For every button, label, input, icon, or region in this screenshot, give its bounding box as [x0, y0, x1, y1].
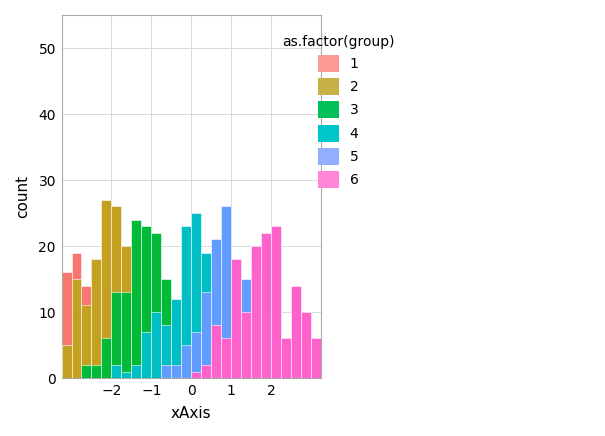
Bar [42, 279, 51, 378]
Bar [42, 371, 51, 378]
Bar [131, 365, 142, 378]
Bar [91, 365, 102, 378]
Bar [111, 312, 122, 378]
Bar [221, 338, 231, 378]
Bar [191, 325, 201, 378]
Bar [31, 371, 42, 378]
Bar [331, 371, 341, 378]
Bar [102, 319, 111, 378]
Bar [261, 371, 271, 378]
Bar [82, 365, 91, 378]
Bar [191, 371, 201, 378]
Bar [162, 365, 171, 378]
Bar [151, 312, 162, 378]
Bar [91, 259, 102, 378]
Bar [241, 279, 251, 378]
Bar [111, 207, 122, 378]
Bar [122, 358, 131, 378]
Bar [102, 200, 111, 378]
Bar [151, 233, 162, 378]
Bar [221, 312, 231, 378]
Bar [71, 253, 82, 378]
Bar [271, 325, 281, 378]
Bar [261, 233, 271, 378]
Bar [142, 332, 151, 378]
Bar [142, 338, 151, 378]
Bar [111, 292, 122, 378]
Bar [241, 312, 251, 378]
Legend: 1, 2, 3, 4, 5, 6: 1, 2, 3, 4, 5, 6 [276, 29, 400, 194]
Bar [62, 272, 71, 378]
Bar [201, 292, 211, 378]
Bar [281, 345, 291, 378]
Y-axis label: count: count [15, 175, 30, 218]
Bar [251, 266, 261, 378]
Bar [231, 325, 241, 378]
Bar [162, 365, 171, 378]
X-axis label: xAxis: xAxis [171, 406, 212, 421]
Bar [131, 319, 142, 378]
Bar [251, 371, 261, 378]
Bar [62, 345, 71, 378]
Bar [182, 226, 191, 378]
Bar [142, 226, 151, 378]
Bar [221, 207, 231, 378]
Bar [171, 306, 181, 378]
Bar [251, 246, 261, 378]
Bar [182, 345, 191, 378]
Bar [151, 352, 162, 378]
Bar [51, 365, 62, 378]
Bar [51, 272, 62, 378]
Bar [231, 259, 241, 378]
Bar [191, 371, 201, 378]
Bar [261, 312, 271, 378]
Bar [271, 226, 281, 378]
Bar [122, 246, 131, 378]
Bar [122, 371, 131, 378]
Bar [182, 319, 191, 378]
Bar [91, 259, 102, 378]
Bar [301, 312, 311, 378]
Bar [162, 325, 171, 378]
Bar [171, 299, 181, 378]
Bar [331, 371, 341, 378]
Bar [201, 253, 211, 378]
Bar [281, 338, 291, 378]
Bar [211, 325, 221, 378]
Bar [311, 338, 321, 378]
Bar [71, 279, 82, 378]
Bar [211, 259, 221, 378]
Bar [131, 220, 142, 378]
Bar [291, 286, 301, 378]
Bar [131, 352, 142, 378]
Bar [82, 286, 91, 378]
Bar [341, 371, 351, 378]
Bar [171, 365, 181, 378]
Bar [31, 292, 42, 378]
Bar [82, 306, 91, 378]
Bar [321, 365, 331, 378]
Bar [171, 371, 181, 378]
Bar [162, 279, 171, 378]
Bar [231, 259, 241, 378]
Bar [111, 365, 122, 378]
Bar [241, 358, 251, 378]
Bar [211, 239, 221, 378]
Bar [191, 213, 201, 378]
Bar [142, 371, 151, 378]
Bar [201, 365, 211, 378]
Bar [122, 292, 131, 378]
Bar [201, 365, 211, 378]
Bar [191, 332, 201, 378]
Bar [102, 338, 111, 378]
